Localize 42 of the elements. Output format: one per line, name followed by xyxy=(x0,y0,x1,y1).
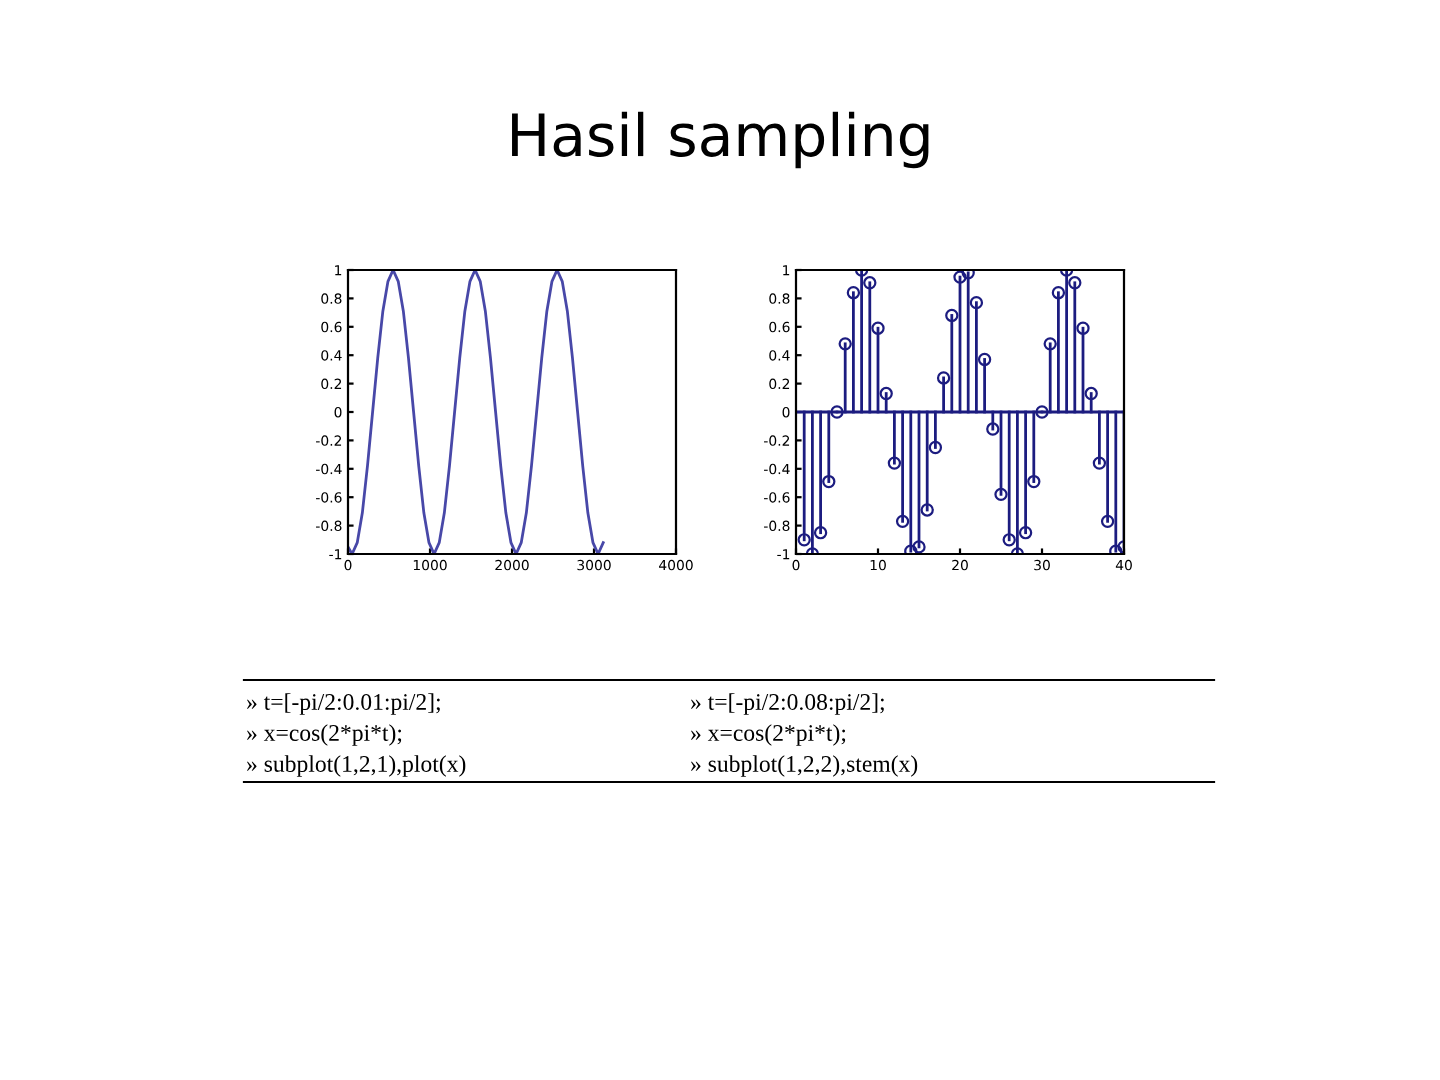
point xyxy=(994,487,1008,502)
point xyxy=(969,296,984,310)
point xyxy=(813,526,828,540)
chart-title: Hasil sampling xyxy=(512,111,929,169)
point xyxy=(977,352,992,367)
point xyxy=(1018,526,1033,540)
point xyxy=(830,405,844,419)
point xyxy=(953,270,967,284)
point xyxy=(1109,544,1123,554)
point xyxy=(1068,276,1082,290)
point xyxy=(863,276,877,290)
point xyxy=(912,540,926,554)
point xyxy=(1092,456,1107,470)
text: » x=cos(2*pi*t); xyxy=(246,724,402,746)
point xyxy=(1043,337,1057,351)
text: » subplot(1,2,1),plot(x) xyxy=(246,755,466,777)
point xyxy=(1076,321,1090,335)
point xyxy=(936,371,951,385)
point xyxy=(1051,286,1066,300)
text: » t=[-pi/2:0.08:pi/2]; xyxy=(690,693,884,715)
point xyxy=(920,503,934,517)
point xyxy=(895,514,910,528)
text: » subplot(1,2,2),stem(x) xyxy=(690,755,918,777)
point xyxy=(879,386,893,401)
point xyxy=(1084,386,1098,401)
point xyxy=(846,286,861,300)
point xyxy=(1035,405,1049,419)
point xyxy=(887,456,902,470)
point xyxy=(928,440,943,455)
point xyxy=(838,337,852,351)
point xyxy=(961,270,975,280)
point xyxy=(797,533,811,547)
text: » x=cos(2*pi*t); xyxy=(690,724,846,746)
point xyxy=(986,422,1000,436)
point xyxy=(822,474,836,489)
point xyxy=(1002,533,1016,547)
text: » t=[-pi/2:0.01:pi/2]; xyxy=(246,693,440,715)
point xyxy=(1100,514,1115,528)
point xyxy=(945,308,959,323)
point xyxy=(871,321,885,335)
point xyxy=(1027,474,1041,489)
point xyxy=(904,544,918,554)
